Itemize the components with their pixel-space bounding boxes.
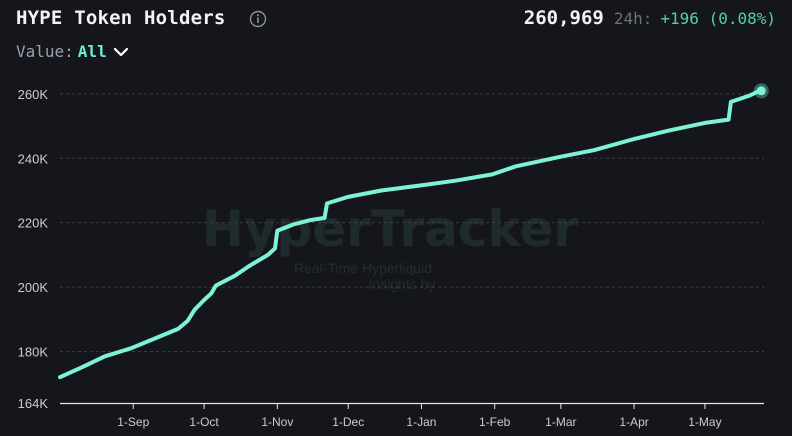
x-tick-label: 1-Jan bbox=[406, 415, 436, 429]
x-tick-label: 1-Sep bbox=[117, 415, 149, 429]
watermark-tagline-2: Insights by bbox=[369, 276, 436, 292]
x-tick-label: 1-Oct bbox=[189, 415, 219, 429]
period-label: 24h: bbox=[613, 9, 653, 28]
value-filter-label: Value: bbox=[16, 42, 74, 61]
y-tick-label: 200K bbox=[18, 280, 49, 295]
watermark-logo: HyperTracker bbox=[202, 200, 578, 258]
x-tick-label: 1-Nov bbox=[261, 415, 293, 429]
last-point-marker[interactable] bbox=[756, 86, 766, 96]
y-tick-label: 260K bbox=[18, 87, 49, 102]
change-24h-value: +196 (0.08%) bbox=[660, 9, 776, 28]
series-layer bbox=[58, 83, 769, 380]
watermark-tagline-1: Real-Time Hyperliquid bbox=[294, 260, 432, 276]
y-tick-label: 164K bbox=[18, 396, 49, 411]
series-line bbox=[58, 88, 762, 380]
last-point-halo bbox=[753, 83, 769, 99]
total-holders-value: 260,969 bbox=[523, 7, 604, 29]
chevron-down-icon[interactable] bbox=[113, 46, 129, 58]
info-circle-icon[interactable] bbox=[249, 10, 267, 28]
x-axis: 1-Sep 1-Oct 1-Nov 1-Dec 1-Jan 1-Feb 1-Mar 1-Apr… bbox=[60, 402, 764, 429]
x-tick-label: 1-Dec bbox=[332, 415, 364, 429]
y-tick-label: 240K bbox=[18, 151, 49, 166]
chart-title: HYPE Token Holders bbox=[16, 7, 226, 29]
watermark: HyperTracker Real-Time Hyperliquid Insig… bbox=[202, 200, 578, 292]
y-tick-label: 180K bbox=[18, 344, 49, 359]
x-tick-label: 1-Feb bbox=[479, 415, 511, 429]
value-filter-selected[interactable]: All bbox=[77, 42, 107, 61]
value-filter-dropdown[interactable]: Value: All bbox=[16, 42, 129, 66]
x-tick-label: 1-May bbox=[688, 415, 721, 429]
x-tick-label: 1-Apr bbox=[619, 415, 648, 429]
y-tick-label: 220K bbox=[18, 216, 49, 231]
chart-header: HYPE Token Holders 260,969 24h: +196 (0.08… bbox=[16, 6, 776, 36]
x-tick-label: 1-Mar bbox=[545, 415, 576, 429]
y-axis: 164K 180K 200K 220K 240K 260K bbox=[18, 87, 49, 411]
holder-stats: 260,969 24h: +196 (0.08%) bbox=[524, 7, 776, 29]
